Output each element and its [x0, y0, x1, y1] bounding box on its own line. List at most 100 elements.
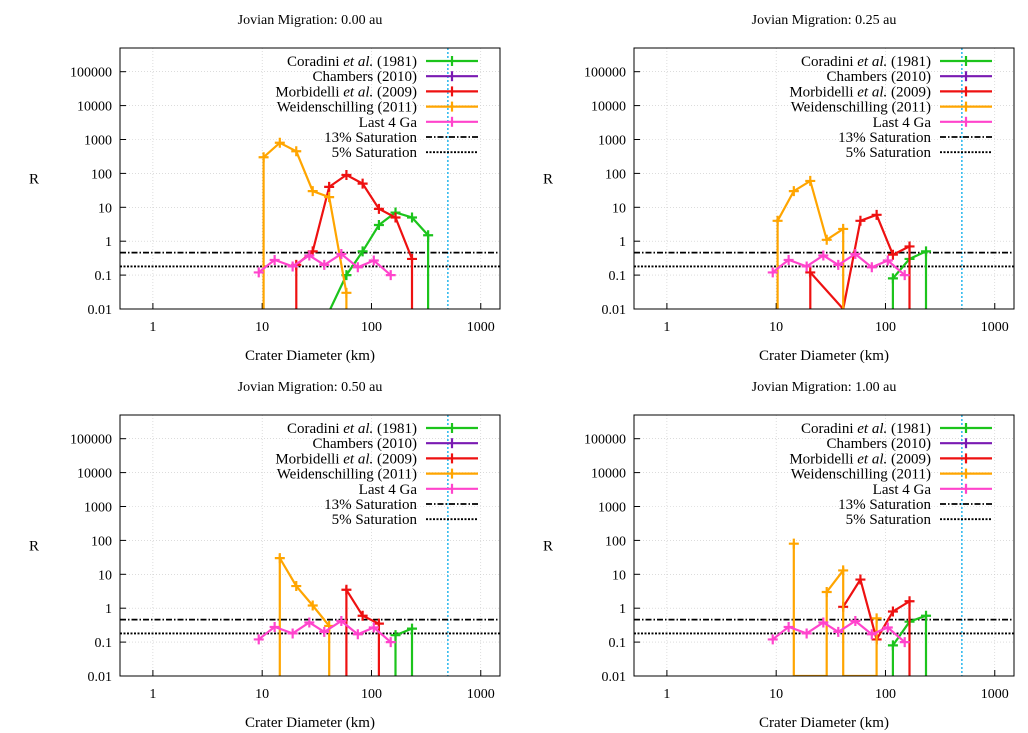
data-point-last4ga — [253, 634, 264, 645]
y-tick-label: 10000 — [77, 467, 112, 482]
y-tick-label: 100000 — [584, 66, 626, 81]
data-point-weidenschilling — [805, 175, 816, 186]
legend-label-last4ga: Last 4 Ga — [873, 115, 932, 131]
legend-label-coradini: Coradini et al. (1981) — [801, 421, 931, 437]
y-tick-label: 10 — [612, 568, 626, 583]
data-point-last4ga — [899, 637, 910, 648]
series-coradini — [329, 207, 434, 309]
y-tick-label: 1000 — [84, 133, 112, 148]
legend-label-last4ga: Last 4 Ga — [359, 482, 418, 498]
chart-panel-2: Jovian Migration: 0.50 au 0.01 0.1 1 10 100 10… — [0, 367, 514, 733]
x-tick-label: 1 — [663, 320, 670, 335]
series-last4ga — [767, 615, 910, 648]
x-tick-label: 10 — [255, 320, 269, 335]
legend-label-sat5: 5% Saturation — [332, 512, 418, 528]
legend-label-morbidelli: Morbidelli et al. (2009) — [789, 84, 931, 100]
y-tick-label: 0.1 — [95, 636, 113, 651]
y-tick-label: 0.1 — [609, 636, 627, 651]
data-point-last4ga — [269, 621, 280, 632]
y-tick-label: 0.01 — [602, 303, 627, 318]
data-point-last4ga — [287, 628, 298, 639]
x-tick-label: 1000 — [467, 320, 495, 335]
series-morbidelli — [341, 584, 384, 676]
data-point-last4ga — [253, 267, 264, 278]
legend-label-chambers: Chambers (2010) — [826, 436, 931, 452]
data-point-weidenschilling — [772, 215, 783, 226]
data-point-last4ga — [304, 617, 315, 628]
data-point-last4ga — [866, 629, 877, 640]
y-tick-label: 10 — [612, 201, 626, 216]
data-point-last4ga — [850, 248, 861, 259]
y-tick-label: 1000 — [598, 133, 626, 148]
series-weidenschilling — [258, 137, 352, 309]
data-point-morbidelli — [324, 181, 335, 192]
y-axis-label: R — [543, 172, 553, 188]
legend-label-sat13: 13% Saturation — [838, 497, 931, 513]
legend-label-sat5: 5% Saturation — [332, 145, 418, 161]
data-point-weidenschilling — [341, 287, 352, 298]
legend: Coradini et al. (1981)Chambers (2010)Mor… — [275, 54, 478, 161]
data-point-morbidelli — [373, 618, 384, 629]
x-tick-label: 100 — [875, 320, 896, 335]
data-point-last4ga — [767, 267, 778, 278]
legend-label-sat5: 5% Saturation — [846, 145, 932, 161]
data-point-last4ga — [767, 634, 778, 645]
y-tick-label: 100000 — [584, 433, 626, 448]
chart-panel-0: Jovian Migration: 0.00 au 0.01 0.1 1 10 100 10… — [0, 0, 514, 366]
legend-label-chambers: Chambers (2010) — [312, 436, 417, 452]
y-tick-label: 1000 — [84, 500, 112, 515]
data-point-last4ga — [850, 615, 861, 626]
plot-frame — [633, 414, 1015, 677]
data-point-morbidelli — [887, 249, 898, 260]
data-point-last4ga — [801, 628, 812, 639]
data-point-last4ga — [882, 255, 893, 266]
data-point-weidenschilling — [291, 146, 302, 157]
y-axis-label: R — [29, 539, 39, 555]
x-tick-label: 100 — [361, 687, 382, 702]
y-tick-label: 0.01 — [602, 670, 627, 685]
x-axis-label: Crater Diameter (km) — [245, 348, 375, 364]
legend-label-chambers: Chambers (2010) — [312, 69, 417, 85]
x-axis-label: Crater Diameter (km) — [759, 348, 889, 364]
legend: Coradini et al. (1981)Chambers (2010)Mor… — [789, 54, 992, 161]
data-point-last4ga — [783, 621, 794, 632]
data-point-weidenschilling — [258, 152, 269, 163]
data-point-weidenschilling — [871, 613, 882, 624]
chart-title: Jovian Migration: 0.50 au — [238, 380, 383, 395]
plot-area — [120, 415, 500, 676]
series-line-morbidelli — [842, 576, 911, 676]
chart-title: Jovian Migration: 0.25 au — [752, 13, 897, 28]
data-point-coradini — [921, 610, 932, 621]
x-axis-label: Crater Diameter (km) — [759, 715, 889, 731]
series-line-weidenschilling — [262, 141, 348, 309]
data-point-coradini — [423, 230, 434, 241]
data-point-last4ga — [882, 622, 893, 633]
legend-label-morbidelli: Morbidelli et al. (2009) — [275, 84, 417, 100]
data-point-morbidelli — [407, 253, 418, 264]
series-last4ga — [253, 615, 396, 648]
data-point-weidenschilling — [307, 186, 318, 197]
series-last4ga — [253, 248, 396, 281]
x-axis-label: Crater Diameter (km) — [245, 715, 375, 731]
data-point-last4ga — [352, 262, 363, 273]
y-tick-label: 10000 — [591, 467, 626, 482]
series-last4ga — [767, 248, 910, 281]
legend-label-weidenschilling: Weidenschilling (2011) — [791, 467, 931, 483]
legend-label-weidenschilling: Weidenschilling (2011) — [791, 100, 931, 116]
data-point-morbidelli — [887, 606, 898, 617]
y-tick-label: 0.01 — [88, 670, 113, 685]
legend: Coradini et al. (1981)Chambers (2010)Mor… — [789, 421, 992, 528]
series-weidenschilling — [772, 175, 849, 309]
legend-label-coradini: Coradini et al. (1981) — [801, 54, 931, 70]
x-tick-label: 1000 — [467, 687, 495, 702]
data-point-weidenschilling — [324, 192, 335, 203]
data-point-morbidelli — [871, 209, 882, 220]
data-point-weidenschilling — [838, 565, 849, 576]
data-point-weidenschilling — [788, 538, 799, 549]
data-point-coradini — [407, 623, 418, 634]
data-point-morbidelli — [357, 178, 368, 189]
data-point-last4ga — [866, 262, 877, 273]
y-tick-label: 0.1 — [609, 269, 627, 284]
legend-label-chambers: Chambers (2010) — [826, 69, 931, 85]
data-point-morbidelli — [341, 169, 352, 180]
